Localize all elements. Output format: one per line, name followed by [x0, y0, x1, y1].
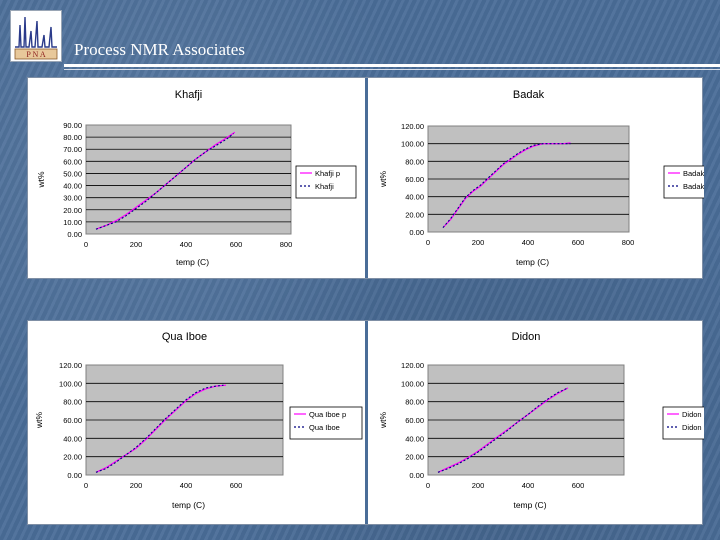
legend-label: Khafji p: [315, 169, 340, 178]
panel-divider: [365, 321, 368, 524]
y-tick-label: 40.00: [63, 434, 82, 443]
x-axis-label: temp (C): [516, 257, 549, 267]
chart-didon: Didon 0.00 20.00 40.00 60.00 80.00 100.00 120.0…: [378, 331, 704, 510]
chart-panel-top: Khafji 0.00 10.00 20.00 30.00 40.00 50.00 60.00…: [27, 77, 704, 279]
header-divider: [64, 64, 720, 67]
legend-label: Khafji: [315, 182, 334, 191]
y-tick-label: 20.00: [405, 453, 424, 462]
logo-letter-box: [14, 48, 58, 60]
legend-label: Didon: [682, 423, 702, 432]
x-tick-label: 200: [472, 238, 485, 247]
header-divider-thin: [64, 69, 720, 70]
x-tick-label: 400: [522, 238, 535, 247]
logo-nmr-spectrum: [15, 16, 57, 48]
y-tick-label: 60.00: [405, 416, 424, 425]
y-tick-label: 10.00: [63, 218, 82, 227]
plot-area: [85, 124, 292, 235]
x-tick-label: 400: [522, 481, 535, 490]
x-tick-label: 600: [572, 481, 585, 490]
chart-title: Badak: [513, 89, 545, 101]
y-axis-label: wt%: [378, 412, 388, 430]
legend-label: Didon p: [682, 410, 704, 419]
y-tick-label: 100.00: [401, 379, 424, 388]
x-tick-label: 200: [130, 240, 143, 249]
y-tick-label: 0.00: [67, 230, 82, 239]
y-axis-label: wt%: [36, 171, 46, 189]
chart-qua-iboe: Qua Iboe 0.00 20.00 40.00 60.00 80.00 100.00 12…: [34, 331, 363, 510]
y-tick-label: 120.00: [59, 361, 82, 370]
y-tick-label: 0.00: [67, 471, 82, 480]
y-tick-label: 0.00: [409, 471, 424, 480]
y-tick-label: 30.00: [63, 194, 82, 203]
y-tick-label: 40.00: [405, 434, 424, 443]
y-tick-label: 60.00: [63, 416, 82, 425]
series-line-predicted: [95, 384, 227, 473]
x-tick-label: 0: [426, 481, 430, 490]
chart-title: Qua Iboe: [162, 331, 207, 343]
y-tick-label: 20.00: [63, 206, 82, 215]
legend-box: [662, 406, 704, 440]
logo: P N A: [10, 10, 62, 62]
y-tick-label: 90.00: [63, 121, 82, 130]
y-tick-label: 50.00: [63, 169, 82, 178]
x-tick-label: 200: [472, 481, 485, 490]
y-tick-label: 60.00: [405, 175, 424, 184]
x-axis-label: temp (C): [172, 500, 205, 510]
chart-panel-bottom: Qua Iboe 0.00 20.00 40.00 60.00 80.00 100.00 12…: [27, 320, 704, 525]
chart-badak: Badak 0.00 20.00 40.00 60.00 80.00 100.00 120.0…: [378, 89, 704, 267]
y-tick-label: 20.00: [405, 210, 424, 219]
page-title: Process NMR Associates: [74, 40, 245, 59]
x-tick-label: 800: [622, 238, 635, 247]
y-axis-label: wt%: [34, 412, 44, 430]
chart-title: Khafji: [175, 89, 203, 101]
series-line-measured: [95, 384, 224, 473]
y-tick-label: 80.00: [405, 398, 424, 407]
x-tick-label: 200: [130, 481, 143, 490]
y-tick-label: 80.00: [63, 133, 82, 142]
legend-label: Badak p: [683, 169, 704, 178]
y-tick-label: 20.00: [63, 453, 82, 462]
y-tick-label: 80.00: [405, 157, 424, 166]
x-tick-label: 600: [230, 240, 243, 249]
y-tick-label: 60.00: [63, 157, 82, 166]
y-tick-label: 120.00: [401, 122, 424, 131]
x-tick-label: 400: [180, 240, 193, 249]
legend-label: Qua Iboe: [309, 423, 340, 432]
x-tick-label: 0: [84, 240, 88, 249]
x-axis-label: temp (C): [513, 500, 546, 510]
x-tick-label: 0: [84, 481, 88, 490]
y-tick-label: 0.00: [409, 228, 424, 237]
y-tick-label: 100.00: [59, 379, 82, 388]
series-line-measured: [95, 133, 234, 230]
y-tick-label: 70.00: [63, 145, 82, 154]
x-tick-label: 0: [426, 238, 430, 247]
series-line-measured: [442, 143, 571, 228]
y-axis-label: wt%: [378, 171, 388, 189]
x-tick-label: 600: [572, 238, 585, 247]
legend-box: [663, 165, 704, 199]
y-tick-label: 40.00: [405, 193, 424, 202]
x-axis-label: temp (C): [176, 257, 209, 267]
series-line-predicted: [437, 387, 569, 473]
legend-box: [289, 406, 363, 440]
y-tick-label: 120.00: [401, 361, 424, 370]
y-tick-label: 80.00: [63, 398, 82, 407]
legend-box: [295, 165, 357, 199]
y-tick-label: 100.00: [401, 140, 424, 149]
legend-label: Qua Iboe p: [309, 410, 346, 419]
logo-letters: P N A: [26, 50, 45, 59]
panel-divider: [365, 78, 368, 278]
chart-khafji: Khafji 0.00 10.00 20.00 30.00 40.00 50.00 60.00…: [36, 89, 357, 267]
legend-label: Badak: [683, 182, 704, 191]
x-tick-label: 600: [230, 481, 243, 490]
chart-title: Didon: [512, 331, 541, 343]
x-tick-label: 800: [280, 240, 293, 249]
y-tick-label: 40.00: [63, 182, 82, 191]
x-tick-label: 400: [180, 481, 193, 490]
series-line-predicted: [95, 131, 236, 230]
